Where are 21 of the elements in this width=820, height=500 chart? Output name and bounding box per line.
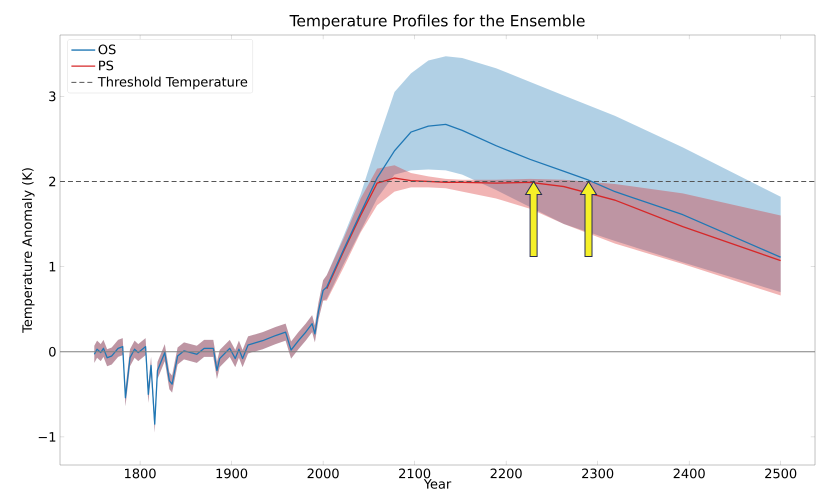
y-tick-label: 1 xyxy=(50,262,56,272)
legend-label: Threshold Temperature xyxy=(98,76,248,90)
line-series xyxy=(94,124,782,425)
x-axis-title: Year xyxy=(424,479,452,489)
x-tick-label: 1800 xyxy=(125,468,156,478)
x-tick-label: 2000 xyxy=(308,468,339,478)
x-tick-label: 2100 xyxy=(399,468,430,478)
line-series xyxy=(326,177,782,290)
y-tick-label: 2 xyxy=(49,176,56,186)
x-tick-label: 2500 xyxy=(765,468,796,478)
x-tick-label: 2300 xyxy=(582,468,614,478)
y-tick-label: −1 xyxy=(38,432,56,442)
y-axis-title: Temperature Anomaly (K) xyxy=(22,168,35,333)
x-tick-label: 2200 xyxy=(490,468,522,478)
x-tick-label: 1900 xyxy=(216,468,248,478)
legend-label: OS xyxy=(98,44,116,54)
x-tick-label: 2400 xyxy=(674,468,705,478)
legend-label: PS xyxy=(99,60,114,70)
chart-title: Temperature Profiles for the Ensemble xyxy=(290,14,585,30)
y-tick-label: 3 xyxy=(49,91,56,102)
y-tick-label: 0 xyxy=(49,346,56,357)
